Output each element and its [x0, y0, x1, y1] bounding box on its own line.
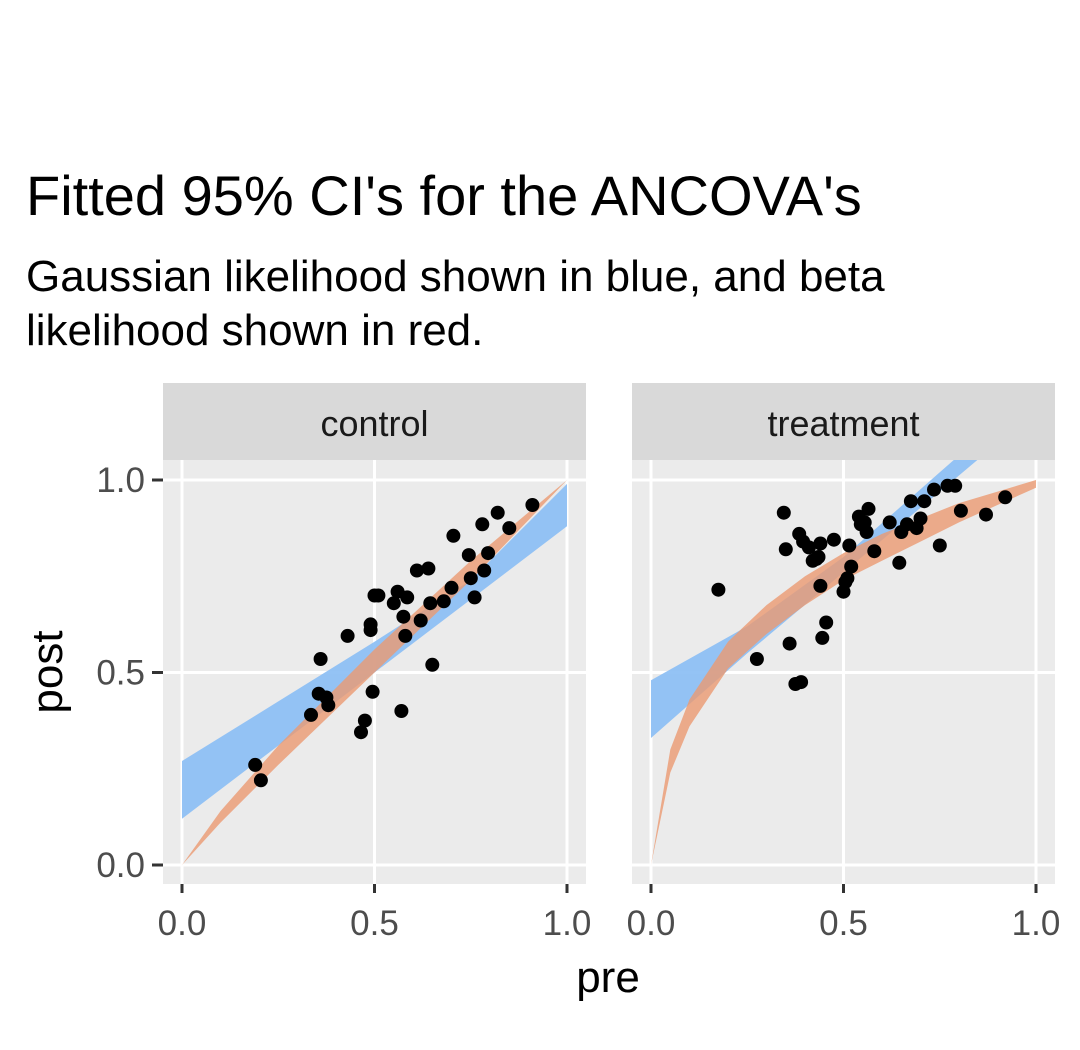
data-point: [446, 528, 461, 543]
data-point: [826, 532, 841, 547]
data-point: [953, 503, 968, 518]
data-point: [436, 594, 451, 609]
facet-strip: [163, 383, 586, 460]
data-point: [253, 773, 268, 788]
data-point: [867, 544, 882, 559]
y-axis-title: post: [23, 630, 72, 713]
data-point: [913, 511, 928, 526]
data-points: [248, 498, 540, 788]
data-point: [948, 478, 963, 493]
data-point: [711, 582, 726, 597]
data-point: [313, 652, 328, 666]
data-point: [502, 521, 517, 536]
beta-ci-band: [651, 480, 1036, 865]
x-tick-label: 0.5: [350, 904, 399, 943]
x-tick-label: 0.0: [627, 904, 676, 943]
data-point: [819, 615, 834, 630]
data-point: [396, 609, 411, 624]
data-point: [475, 517, 490, 532]
data-point: [409, 563, 424, 578]
data-point: [248, 757, 263, 772]
facet-strip-label: treatment: [767, 403, 919, 444]
facet-strip: [632, 383, 1055, 460]
y-tick-label: 0.5: [96, 654, 145, 693]
facet-strip-label: control: [320, 403, 428, 444]
data-point: [398, 628, 413, 643]
panel-treatment: treatment 0.0 0.5 1.0: [627, 383, 1061, 943]
data-point: [927, 482, 941, 497]
data-point: [421, 561, 436, 576]
data-point: [917, 494, 932, 509]
data-point: [844, 559, 859, 574]
data-point: [903, 494, 918, 509]
data-point: [998, 490, 1013, 505]
panel-control: control 0.0 0.5 1.0 0.0 0.5 1.0: [96, 383, 591, 943]
data-point: [386, 596, 401, 611]
data-point: [778, 542, 793, 557]
data-point: [813, 578, 828, 593]
data-point: [371, 588, 386, 603]
chart-subtitle: Gaussian likelihood shown in blue, and b…: [26, 252, 885, 355]
data-point: [365, 684, 380, 699]
data-point: [490, 505, 505, 520]
data-point: [304, 707, 318, 722]
data-point: [776, 505, 791, 520]
data-point: [467, 590, 482, 605]
data-point: [801, 540, 816, 555]
y-tick-label: 0.0: [96, 846, 145, 885]
data-point: [394, 704, 409, 718]
data-point: [813, 536, 828, 551]
y-tick-label: 1.0: [96, 461, 145, 500]
data-point: [444, 580, 459, 595]
data-point: [461, 548, 476, 563]
x-tick-label: 1.0: [1012, 904, 1061, 943]
data-point: [811, 550, 826, 564]
data-point: [859, 525, 874, 539]
x-tick-label: 0.5: [819, 904, 868, 943]
data-point: [321, 698, 336, 713]
data-point: [363, 623, 378, 638]
x-tick-label: 0.0: [158, 904, 207, 943]
x-tick-label: 1.0: [543, 904, 592, 943]
x-axis-title: pre: [576, 953, 640, 1002]
data-point: [842, 538, 857, 553]
data-point: [340, 628, 355, 643]
data-point: [840, 571, 855, 586]
data-point: [400, 590, 415, 605]
data-point: [932, 538, 947, 553]
data-point: [481, 546, 496, 561]
data-points: [711, 478, 1013, 691]
data-point: [892, 555, 907, 570]
data-point: [525, 498, 540, 512]
data-point: [882, 515, 897, 530]
data-point: [425, 657, 440, 672]
data-point: [357, 713, 372, 728]
data-point: [782, 636, 797, 651]
data-point: [749, 652, 764, 666]
data-point: [861, 501, 876, 516]
gridlines: [632, 460, 1055, 884]
data-point: [463, 571, 478, 586]
chart-title: Fitted 95% CI's for the ANCOVA's: [26, 164, 862, 227]
data-point: [354, 725, 368, 740]
data-point: [979, 507, 993, 522]
ci-bands: [651, 460, 1036, 865]
data-point: [413, 613, 428, 628]
data-point: [477, 563, 492, 578]
data-point: [794, 675, 809, 690]
data-point: [423, 596, 438, 611]
data-point: [815, 630, 830, 645]
